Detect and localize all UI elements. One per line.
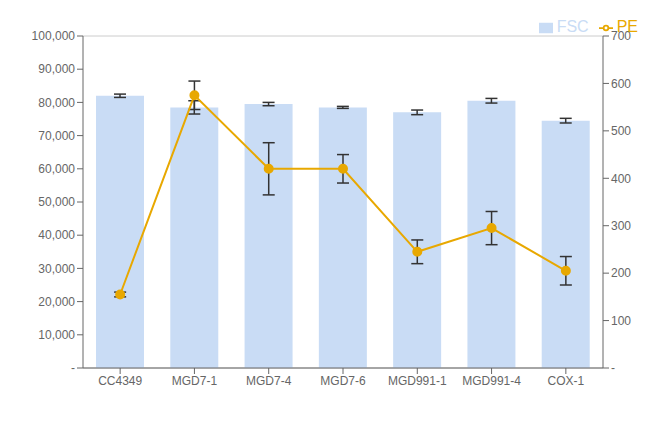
svg-text:200: 200 — [611, 266, 631, 280]
svg-text:50,000: 50,000 — [38, 195, 75, 209]
svg-text:10,000: 10,000 — [38, 328, 75, 342]
svg-text:700: 700 — [611, 29, 631, 43]
svg-text:70,000: 70,000 — [38, 129, 75, 143]
svg-text:MGD991-1: MGD991-1 — [388, 374, 447, 388]
svg-text:COX-1: COX-1 — [548, 374, 585, 388]
svg-text:MGD7-6: MGD7-6 — [320, 374, 366, 388]
svg-text:100: 100 — [611, 314, 631, 328]
svg-text:100,000: 100,000 — [32, 29, 76, 43]
svg-text:CC4349: CC4349 — [98, 374, 142, 388]
svg-text:90,000: 90,000 — [38, 62, 75, 76]
svg-text:80,000: 80,000 — [38, 96, 75, 110]
svg-text:20,000: 20,000 — [38, 295, 75, 309]
svg-text:400: 400 — [611, 172, 631, 186]
svg-text:MGD7-1: MGD7-1 — [172, 374, 218, 388]
svg-text:30,000: 30,000 — [38, 262, 75, 276]
svg-text:-: - — [611, 361, 615, 375]
svg-text:600: 600 — [611, 77, 631, 91]
svg-text:40,000: 40,000 — [38, 228, 75, 242]
svg-text:MGD991-4: MGD991-4 — [462, 374, 521, 388]
svg-text:60,000: 60,000 — [38, 162, 75, 176]
svg-text:300: 300 — [611, 219, 631, 233]
svg-text:MGD7-4: MGD7-4 — [246, 374, 292, 388]
svg-text:500: 500 — [611, 124, 631, 138]
svg-text:-: - — [71, 361, 75, 375]
